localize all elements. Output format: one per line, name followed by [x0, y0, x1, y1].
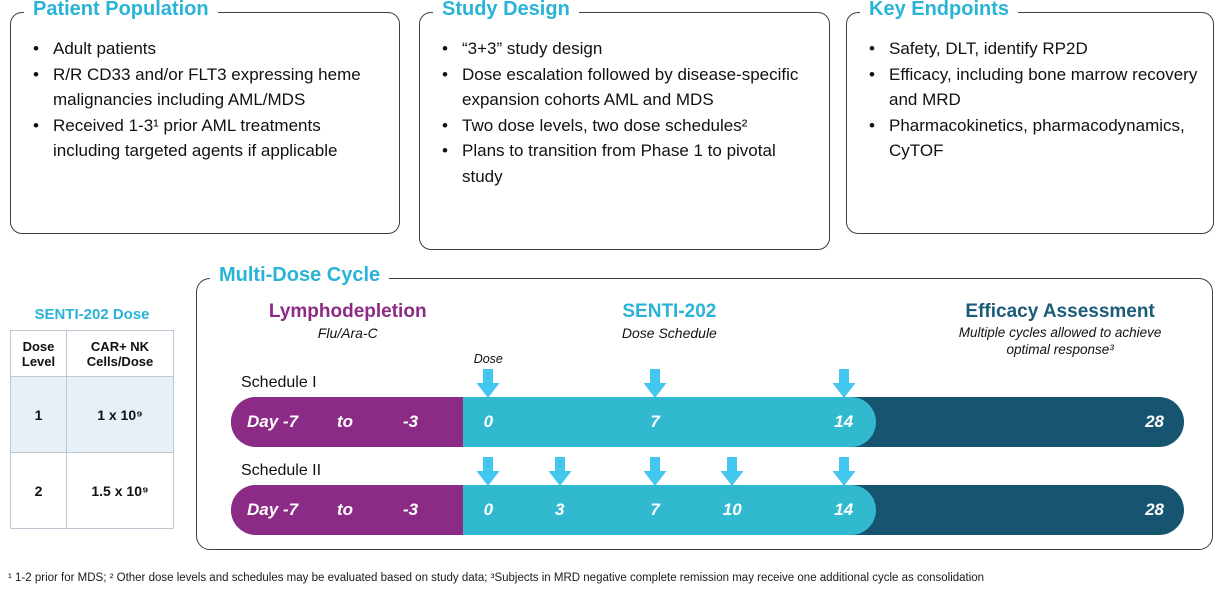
phase-title: SENTI-202: [622, 301, 717, 322]
dose-arrow-icon: [643, 457, 667, 486]
dose-day: 7: [650, 500, 660, 519]
cells-per-dose-cell: 1.5 x 10⁹: [66, 452, 174, 529]
dose-day: 14: [834, 500, 854, 519]
phase-title: Efficacy Assessment: [965, 301, 1155, 322]
list-item: Pharmacokinetics, pharmacodynamics, CyTO…: [857, 113, 1201, 164]
to-word: to: [337, 412, 354, 431]
dose-arrow-icon: [832, 369, 856, 398]
senti-202-dosing-segment: [462, 397, 877, 447]
phase-subtitle: Multiple cycles allowed to achieve optim…: [958, 325, 1162, 357]
multi-dose-cycle-panel: Multi-Dose Cycle Lymphodepletion Flu/Ara…: [196, 264, 1213, 550]
phase-headers: Lymphodepletion Flu/Ara-C SENTI-202 Dose…: [231, 301, 1184, 357]
panel-key-endpoints: Key Endpoints Safety, DLT, identify RP2D…: [846, 0, 1214, 234]
dose-caption: Dose: [473, 352, 503, 366]
panel-patient-population: Patient Population Adult patients R/R CD…: [10, 0, 400, 234]
schedule-2-header-row: Schedule II: [231, 454, 1184, 486]
day-word: Day: [247, 412, 279, 431]
phase-lymphodepletion: Lymphodepletion Flu/Ara-C: [231, 301, 464, 341]
dose-table: Dose Level CAR+ NK Cells/Dose 1 1 x 10⁹ …: [10, 330, 174, 529]
patient-population-title: Patient Population: [24, 0, 218, 21]
phase-subtitle: Dose Schedule: [621, 325, 717, 341]
day-start: -7: [283, 412, 299, 431]
schedule-1-label: Schedule I: [241, 374, 317, 391]
phase-efficacy-assessment: Efficacy Assessment Multiple cycles allo…: [936, 301, 1184, 359]
cycle-track: Lymphodepletion Flu/Ara-C SENTI-202 Dose…: [231, 301, 1184, 535]
to-word: to: [337, 500, 354, 519]
table-header-row: Dose Level CAR+ NK Cells/Dose: [10, 330, 174, 377]
dose-arrow-icon: [548, 457, 572, 486]
phase-senti-202: SENTI-202 Dose Schedule: [464, 301, 874, 341]
column-header-car-nk-cells: CAR+ NK Cells/Dose: [66, 330, 174, 377]
schedule-2-timeline-bar: Day -7 to -3 0 3 7 10 14 28: [231, 485, 1184, 535]
cells-per-dose-cell: 1 x 10⁹: [66, 376, 174, 453]
lymphodepletion-segment: [231, 485, 465, 535]
dose-day: 7: [650, 412, 660, 431]
key-endpoints-list: Safety, DLT, identify RP2D Efficacy, inc…: [857, 36, 1201, 164]
panel-study-design: Study Design “3+3” study design Dose esc…: [419, 0, 830, 250]
list-item: Dose escalation followed by disease-spec…: [430, 62, 817, 113]
dose-level-cell: 2: [10, 452, 67, 529]
list-item: Efficacy, including bone marrow recovery…: [857, 62, 1201, 113]
phase-subtitle: Flu/Ara-C: [317, 325, 378, 341]
schedule-1-header-row: Schedule I: [231, 366, 1184, 398]
dose-arrow-icon: [476, 457, 500, 486]
dose-arrow-icon: [476, 369, 500, 398]
list-item: R/R CD33 and/or FLT3 expressing heme mal…: [21, 62, 387, 113]
schedule-1-timeline-bar: Day -7 to -3 0 7 14 28: [231, 397, 1184, 447]
dose-day: 0: [483, 412, 494, 431]
list-item: Plans to transition from Phase 1 to pivo…: [430, 138, 817, 189]
list-item: Adult patients: [21, 36, 387, 62]
table-row: 1 1 x 10⁹: [10, 376, 174, 453]
schedule-2-label: Schedule II: [241, 462, 322, 479]
study-design-title: Study Design: [433, 0, 579, 21]
dose-day: 0: [483, 500, 494, 519]
day-end: -3: [403, 412, 419, 431]
phase-title: Lymphodepletion: [268, 301, 427, 322]
multi-dose-cycle-title: Multi-Dose Cycle: [210, 264, 390, 287]
list-item: Received 1-3¹ prior AML treatments inclu…: [21, 113, 387, 164]
cycle-end-day: 28: [1145, 412, 1164, 431]
list-item: “3+3” study design: [430, 36, 817, 62]
patient-population-list: Adult patients R/R CD33 and/or FLT3 expr…: [21, 36, 387, 164]
dose-table-title: SENTI-202 Dose: [34, 306, 150, 323]
dose-level-cell: 1: [10, 376, 67, 453]
table-row: 2 1.5 x 10⁹: [10, 452, 174, 529]
day-start: -7: [283, 500, 299, 519]
dose-arrow-icon: [720, 457, 744, 486]
dose-day: 10: [722, 500, 742, 519]
study-design-list: “3+3” study design Dose escalation follo…: [430, 36, 817, 189]
dose-arrow-icon: [643, 369, 667, 398]
dose-day: 14: [834, 412, 854, 431]
dose-caption-row: Dose: [231, 351, 1184, 366]
list-item: Two dose levels, two dose schedules²: [430, 113, 817, 139]
day-word: Day: [247, 500, 279, 519]
cycle-end-day: 28: [1145, 500, 1164, 519]
senti-202-dosing-segment: [462, 485, 877, 535]
dose-arrow-icon: [832, 457, 856, 486]
list-item: Safety, DLT, identify RP2D: [857, 36, 1201, 62]
senti-202-dose-block: SENTI-202 Dose Dose Level CAR+ NK Cells/…: [10, 306, 174, 529]
day-end: -3: [403, 500, 419, 519]
footnotes: ¹ 1-2 prior for MDS; ² Other dose levels…: [8, 572, 985, 584]
key-endpoints-title: Key Endpoints: [860, 0, 1019, 21]
dose-day: 3: [555, 500, 565, 519]
column-header-dose-level: Dose Level: [10, 330, 67, 377]
lymphodepletion-segment: [231, 397, 465, 447]
